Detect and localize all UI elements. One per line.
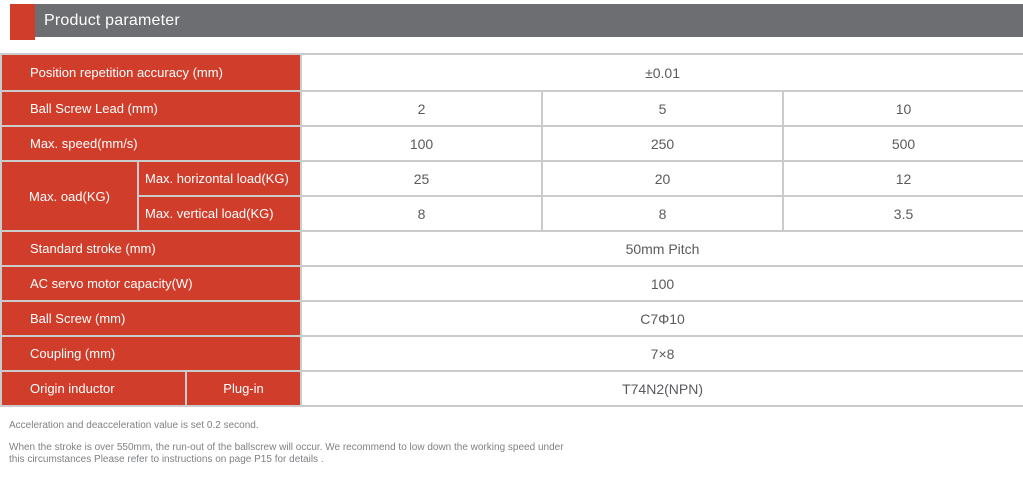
footnote-stroke-warning: When the stroke is over 550mm, the run-o… [9, 441, 564, 466]
param-value: 50mm Pitch [300, 230, 1023, 267]
param-label-plug-in: Plug-in [184, 370, 303, 407]
title-accent-square [10, 4, 35, 40]
param-label-position-accuracy: Position repetition accuracy (mm) [0, 53, 303, 92]
table-row: Standard stroke (mm) 50mm Pitch [0, 230, 1023, 267]
param-label-servo-capacity: AC servo motor capacity(W) [0, 265, 303, 302]
param-value: 500 [782, 125, 1023, 162]
table-row: Origin inductor Plug-in T74N2(NPN) [0, 370, 1023, 407]
param-value: ±0.01 [300, 53, 1023, 92]
table-row: Ball Screw (mm) C7Φ10 [0, 300, 1023, 337]
param-label-origin-inductor: Origin inductor [0, 370, 187, 407]
param-value: T74N2(NPN) [300, 370, 1023, 407]
page-title-bar: Product parameter [0, 4, 1023, 40]
param-label-ball-screw-lead: Ball Screw Lead (mm) [0, 90, 303, 127]
footnotes: Acceleration and deacceleration value is… [9, 420, 1023, 467]
param-value: C7Φ10 [300, 300, 1023, 337]
param-value: 12 [782, 160, 1023, 197]
param-value: 7×8 [300, 335, 1023, 372]
param-value: 3.5 [782, 195, 1023, 232]
table-row: Max. oad(KG) Max. horizontal load(KG) 25… [0, 160, 1023, 232]
table-row: AC servo motor capacity(W) 100 [0, 265, 1023, 302]
title-bar-background [10, 4, 1023, 37]
param-value: 5 [541, 90, 785, 127]
table-row: Ball Screw Lead (mm) 2 5 10 [0, 90, 1023, 127]
param-label-max-speed: Max. speed(mm/s) [0, 125, 303, 162]
table-row: Max. vertical load(KG) 8 8 3.5 [1, 195, 1023, 232]
param-label-coupling: Coupling (mm) [0, 335, 303, 372]
param-value: 8 [541, 195, 785, 232]
param-value: 25 [300, 160, 544, 197]
param-value: 100 [300, 125, 544, 162]
param-value: 10 [782, 90, 1023, 127]
param-label-max-vertical-load: Max. vertical load(KG) [136, 195, 303, 232]
product-parameter-table: Position repetition accuracy (mm) ±0.01 … [0, 53, 1023, 407]
page-title: Product parameter [44, 12, 180, 29]
param-value: 8 [300, 195, 544, 232]
table-row: Max. speed(mm/s) 100 250 500 [0, 125, 1023, 162]
param-label-ball-screw: Ball Screw (mm) [0, 300, 303, 337]
param-label-max-horizontal-load: Max. horizontal load(KG) [136, 160, 303, 197]
table-row: Position repetition accuracy (mm) ±0.01 [0, 53, 1023, 92]
table-row: Coupling (mm) 7×8 [0, 335, 1023, 372]
param-label-standard-stroke: Standard stroke (mm) [0, 230, 303, 267]
param-value: 250 [541, 125, 785, 162]
footnote-acceleration: Acceleration and deacceleration value is… [9, 420, 259, 431]
param-value: 20 [541, 160, 785, 197]
param-value: 100 [300, 265, 1023, 302]
param-label-max-load-group: Max. oad(KG) [0, 160, 139, 232]
param-value: 2 [300, 90, 544, 127]
